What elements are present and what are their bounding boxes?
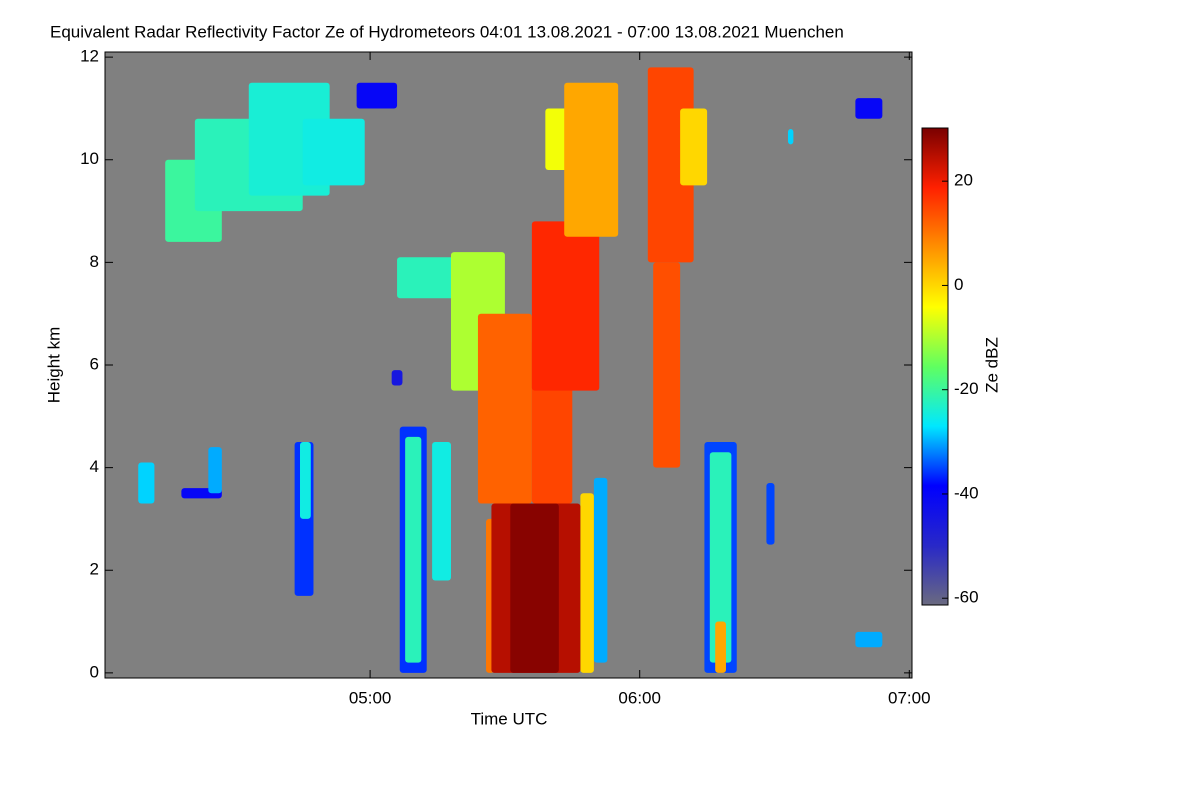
colorbar-label: Ze dBZ xyxy=(982,337,1001,393)
reflectivity-cell xyxy=(766,483,775,545)
reflectivity-cell xyxy=(208,447,222,494)
colorbar-tick-label: 20 xyxy=(954,171,973,190)
reflectivity-cell xyxy=(787,128,794,145)
x-tick-label: 07:00 xyxy=(888,688,931,707)
reflectivity-cell xyxy=(432,441,451,581)
reflectivity-cell xyxy=(477,313,532,504)
y-tick-label: 0 xyxy=(90,662,99,681)
colorbar-tick-label: -20 xyxy=(954,379,979,398)
y-tick-label: 2 xyxy=(90,560,99,579)
reflectivity-cell xyxy=(302,118,365,186)
reflectivity-cell xyxy=(531,221,600,391)
x-tick-label: 05:00 xyxy=(349,688,392,707)
reflectivity-cell xyxy=(391,370,403,386)
y-tick-label: 6 xyxy=(90,354,99,373)
colorbar xyxy=(921,127,949,606)
y-tick-label: 8 xyxy=(90,252,99,271)
reflectivity-cell xyxy=(593,477,608,663)
reflectivity-cell xyxy=(510,503,559,673)
reflectivity-cell xyxy=(715,621,726,673)
reflectivity-cell xyxy=(580,493,594,673)
colorbar-tick-label: -40 xyxy=(954,483,979,502)
reflectivity-cell xyxy=(300,441,311,519)
y-axis-label: Height km xyxy=(44,327,63,404)
reflectivity-cell xyxy=(138,462,155,504)
colorbar-tick-label: 0 xyxy=(954,275,963,294)
y-tick-label: 10 xyxy=(80,149,99,168)
y-tick-label: 4 xyxy=(90,457,99,476)
reflectivity-cell xyxy=(405,436,422,663)
x-tick-label: 06:00 xyxy=(618,688,661,707)
chart-title: Equivalent Radar Reflectivity Factor Ze … xyxy=(50,22,844,41)
colorbar-tick-label: -60 xyxy=(954,588,979,607)
reflectivity-cell xyxy=(653,262,681,468)
y-tick-label: 12 xyxy=(80,47,99,66)
reflectivity-cell xyxy=(356,82,398,109)
reflectivity-cell xyxy=(564,82,619,237)
x-axis-label: Time UTC xyxy=(471,709,548,728)
reflectivity-cell xyxy=(855,631,883,648)
reflectivity-cell xyxy=(709,452,732,663)
reflectivity-cell xyxy=(855,98,883,119)
reflectivity-cell xyxy=(680,108,708,186)
